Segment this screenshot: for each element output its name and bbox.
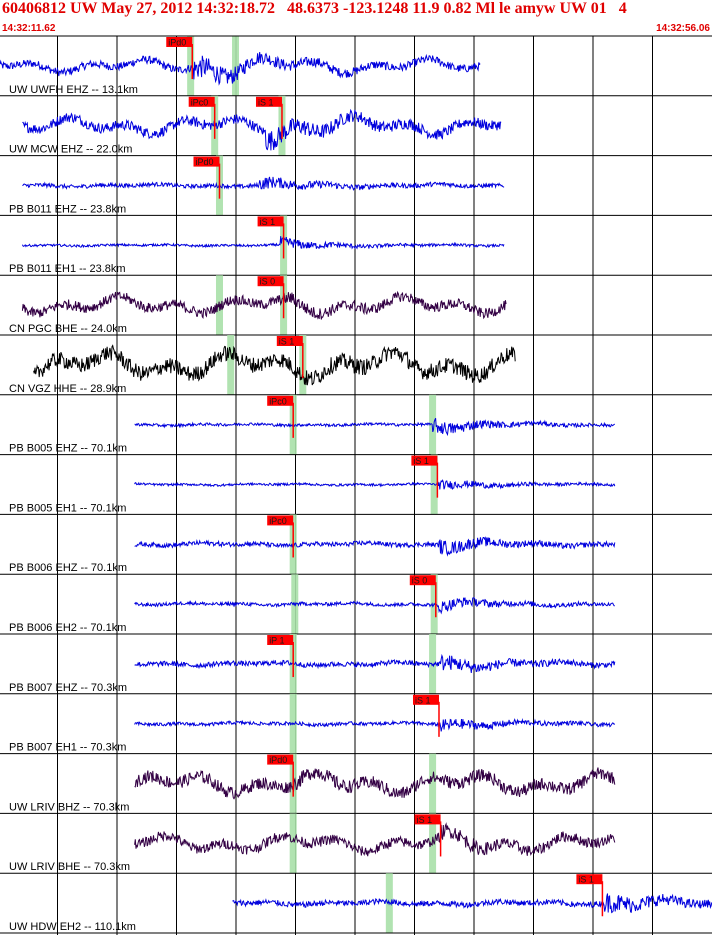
station-label: PB B007 EHZ -- 70.3km <box>9 682 127 694</box>
pick-label: iS 1 <box>413 456 429 466</box>
pick-label: iPc0 <box>269 396 287 406</box>
waveform-trace <box>134 767 616 800</box>
station-label: UW HDW EH2 -- 110.1km <box>9 921 136 933</box>
pick-flag <box>276 336 303 346</box>
pick-flag <box>255 96 282 107</box>
arrival-band <box>429 753 437 814</box>
pick-flag <box>267 754 294 765</box>
pick-label: iS 1 <box>417 815 433 825</box>
station-label: PB B011 EH1 -- 23.8km <box>9 263 126 275</box>
waveform-trace <box>232 893 712 914</box>
station-label: PB B005 EH1 -- 70.1km <box>9 502 126 514</box>
waveform-trace <box>134 718 616 732</box>
station-label: PB B006 EHZ -- 70.1km <box>9 562 127 574</box>
pick-flag <box>267 635 294 645</box>
pick-label: iS 1 <box>258 97 274 107</box>
pick-label: iP 1 <box>269 636 284 646</box>
pick-flag <box>166 37 193 47</box>
pick-label: iPc0 <box>191 97 209 107</box>
station-label: PB B007 EH1 -- 70.3km <box>9 742 126 754</box>
pick-flag <box>188 96 215 107</box>
pick-flag <box>267 515 294 526</box>
pick-label: iPc0 <box>269 516 287 526</box>
arrival-band <box>232 36 240 96</box>
station-label: UW LRIV BHE -- 70.3km <box>9 861 130 873</box>
pick-flag <box>409 575 436 586</box>
pick-flag <box>257 276 284 287</box>
pick-label: iS 1 <box>578 875 594 885</box>
station-label: UW LRIV BHZ -- 70.3km <box>9 801 129 813</box>
arrival-band <box>289 813 297 874</box>
start-time-label: 14:32:11.62 <box>2 23 56 34</box>
pick-label: iPd0 <box>195 157 213 167</box>
pick-flag <box>414 814 441 825</box>
pick-flag <box>412 694 439 705</box>
waveform-trace <box>21 290 507 320</box>
station-label: UW MCW EHZ -- 22.0km <box>9 144 132 156</box>
pick-flag <box>267 395 294 406</box>
pick-label: iS 0 <box>412 576 428 586</box>
waveform-trace <box>134 822 616 857</box>
waveform-trace <box>134 653 616 673</box>
pick-label: iPd0 <box>168 38 186 48</box>
waveform-trace <box>134 536 616 557</box>
station-label: PB B005 EHZ -- 70.1km <box>9 443 127 455</box>
pick-label: iS 1 <box>415 695 431 705</box>
arrival-band <box>227 335 235 395</box>
waveform-trace <box>0 51 481 86</box>
pick-label: iS 1 <box>260 217 276 227</box>
event-title: 60406812 UW May 27, 2012 14:32:18.72 48.… <box>2 0 627 17</box>
waveform-trace <box>134 597 615 615</box>
pick-flag <box>411 455 438 466</box>
waveform-trace <box>22 176 505 191</box>
pick-flag <box>193 156 220 167</box>
end-time-label: 14:32:56.06 <box>656 23 710 34</box>
pick-flag <box>257 216 284 227</box>
waveform-trace <box>134 479 616 490</box>
waveform-trace <box>134 417 616 437</box>
station-label: PB B011 EHZ -- 23.8km <box>9 203 126 215</box>
pick-label: iPd0 <box>269 755 287 765</box>
station-label: PB B006 EH2 -- 70.1km <box>9 622 126 634</box>
station-label: UW UWFH EHZ -- 13.1km <box>9 84 138 96</box>
waveform-trace <box>21 235 505 250</box>
waveform-trace <box>33 344 516 386</box>
waveform-trace <box>22 108 502 151</box>
station-label: CN PGC BHE -- 24.0km <box>9 323 127 335</box>
pick-label: iS 0 <box>260 277 276 287</box>
station-label: CN VGZ HHE -- 28.9km <box>9 383 126 395</box>
pick-label: iS 1 <box>279 337 295 347</box>
pick-flag <box>576 874 603 885</box>
